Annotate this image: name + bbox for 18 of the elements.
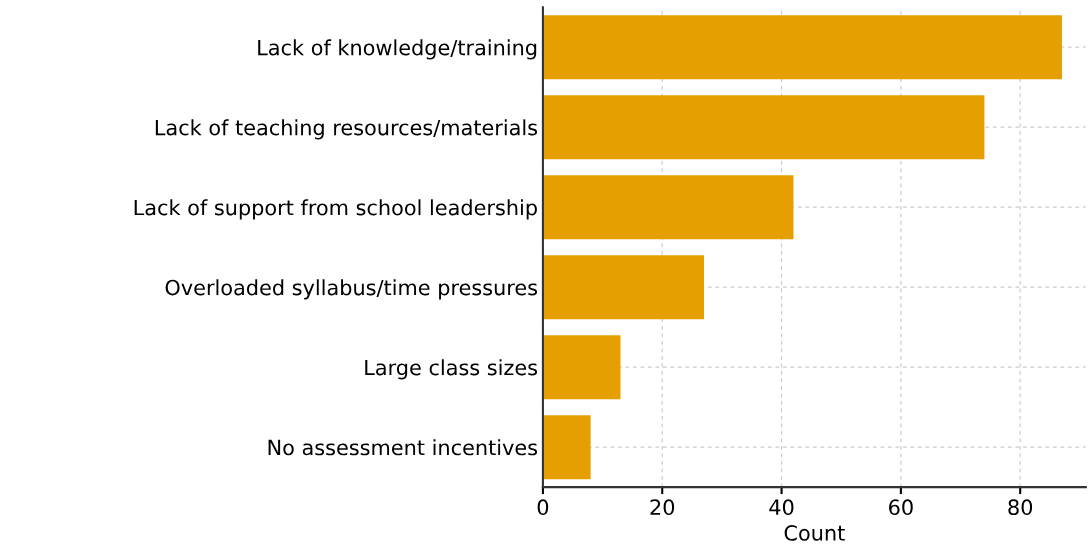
bar	[542, 335, 621, 400]
x-axis-title: Count	[784, 525, 845, 541]
y-tick-label: Large class sizes	[365, 359, 538, 380]
x-tick-label: 20	[650, 499, 675, 516]
bar	[542, 15, 1062, 80]
y-tick-label: Lack of teaching resources/materials	[155, 119, 538, 140]
x-tick-label: 40	[769, 499, 794, 516]
y-tick-label: No assessment incentives	[268, 439, 538, 456]
bar	[542, 415, 591, 480]
y-tick-label: Overloaded syllabus/time pressures	[165, 279, 538, 300]
bar	[542, 255, 704, 320]
bar	[542, 95, 985, 160]
y-tick-label: Lack of knowledge/training	[258, 39, 537, 60]
x-tick-label: 0	[537, 499, 549, 516]
y-tick-label: Lack of support from school leadership	[134, 199, 537, 220]
x-tick-label: 80	[1008, 499, 1033, 516]
bar	[542, 175, 794, 240]
x-tick-label: 60	[889, 499, 913, 516]
